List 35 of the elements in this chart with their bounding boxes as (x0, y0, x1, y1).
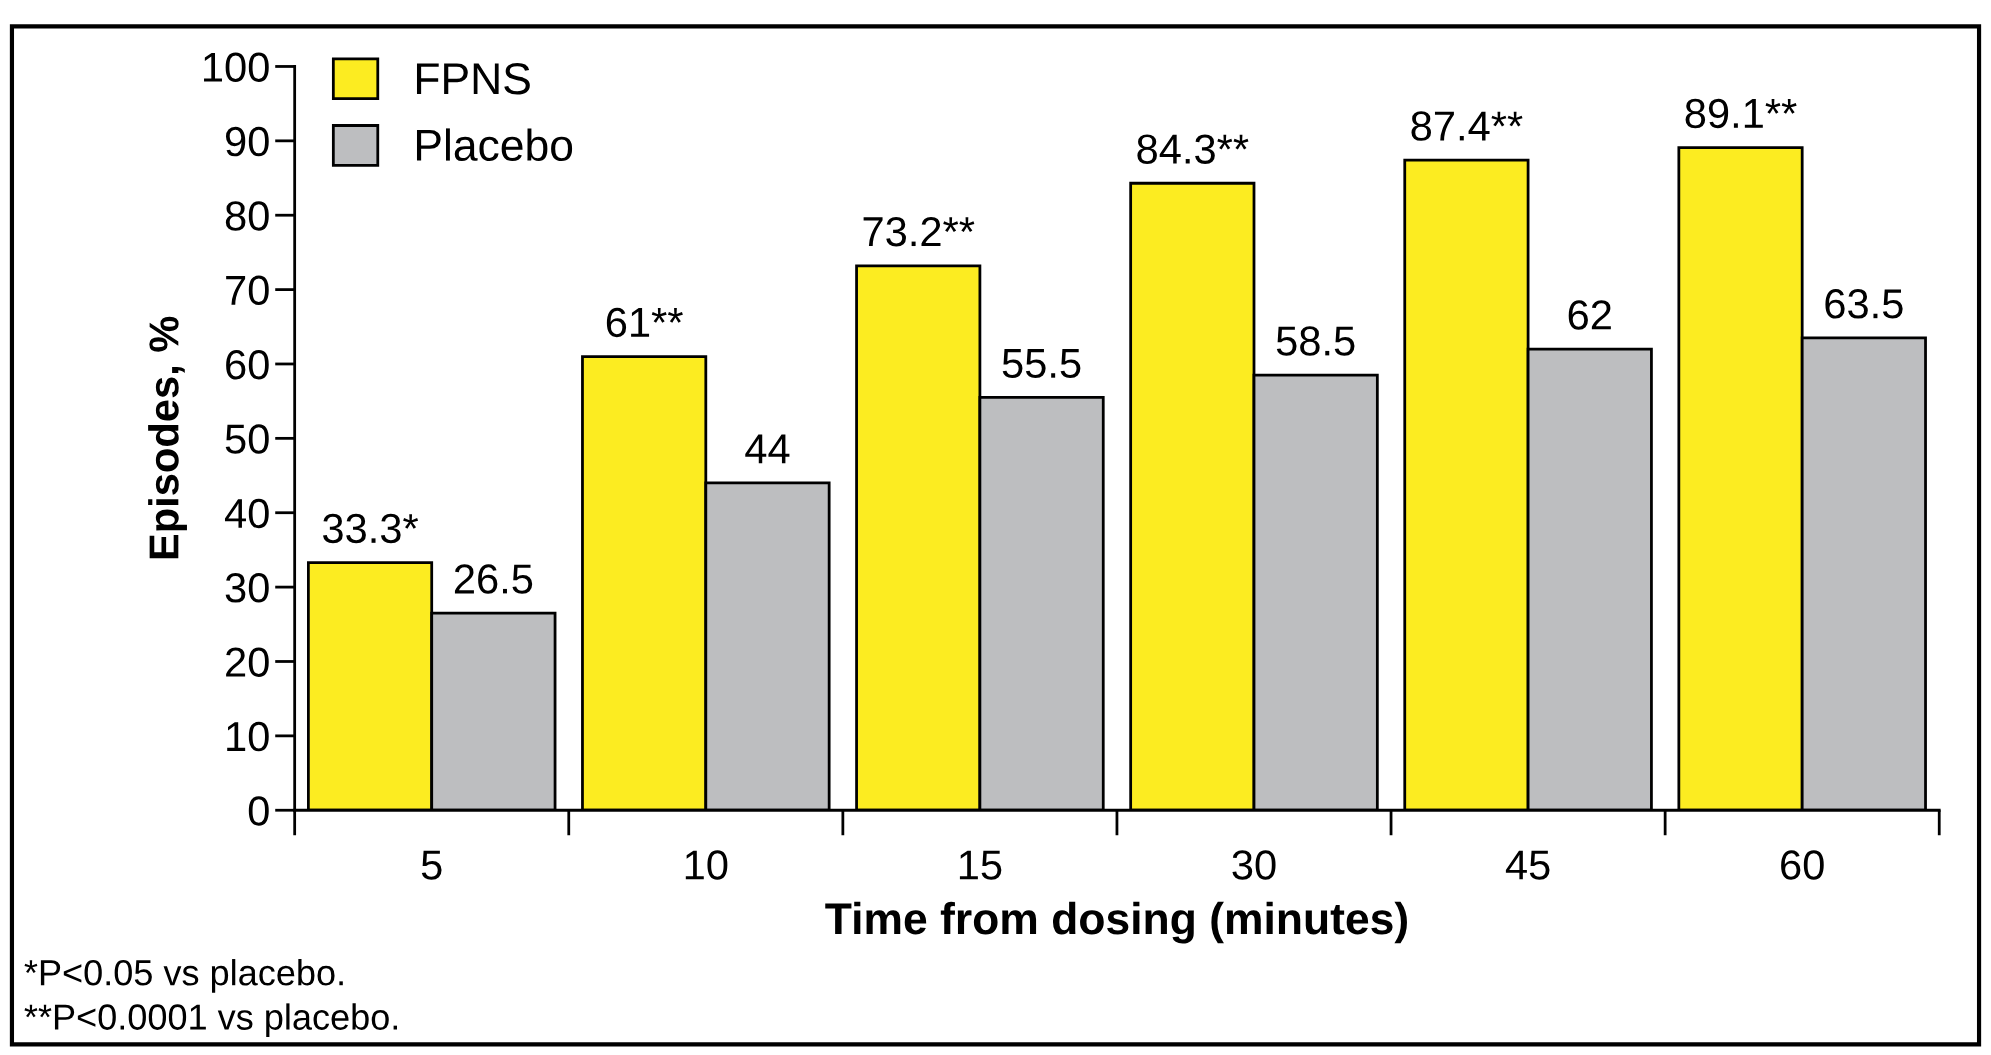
data-label: 44 (745, 434, 790, 464)
x-tick-label: 15 (959, 850, 1002, 880)
y-tick-label: 40 (224, 498, 269, 529)
y-tick-label: 70 (226, 275, 269, 306)
y-tick-label: 60 (226, 349, 269, 380)
y-tick-label: 90 (225, 126, 269, 157)
y-tick-label: 10 (227, 721, 269, 752)
legend-label: Placebo (416, 128, 573, 162)
data-label: 26.5 (454, 564, 533, 594)
data-label: 63.5 (1825, 289, 1903, 319)
data-label: 73.2** (863, 216, 975, 247)
legend-label: FPNS (416, 63, 530, 95)
x-tick-label: 5 (421, 850, 442, 880)
data-label: 61** (606, 307, 683, 338)
data-label: 58.5 (1276, 326, 1355, 356)
text: **P<0.0001 vs placebo. (24, 1003, 398, 1038)
x-tick-label: 45 (1505, 850, 1550, 880)
y-tick-label: 30 (225, 573, 269, 603)
data-label: 87.4** (1411, 111, 1523, 141)
text: *P<0.05 vs placebo. (24, 959, 343, 993)
data-label: 84.3** (1137, 134, 1249, 164)
data-label: 33.3* (322, 513, 419, 544)
y-tick-label: 80 (225, 201, 269, 231)
x-axis-title: Time from dosing (minutes) (825, 901, 1407, 944)
y-tick-label: 100 (204, 52, 269, 82)
x-tick-label: 30 (1232, 850, 1276, 880)
data-label: 89.1** (1685, 98, 1797, 129)
x-tick-label: 60 (1781, 850, 1824, 880)
y-tick-label: 50 (225, 424, 269, 454)
data-label: 62 (1568, 300, 1611, 330)
y-axis-title: Episodes, % (148, 316, 187, 559)
y-tick-label: 20 (226, 647, 269, 677)
x-tick-label: 10 (685, 850, 728, 880)
data-label: 55.5 (1002, 349, 1081, 379)
y-tick-label: 0 (248, 796, 269, 826)
